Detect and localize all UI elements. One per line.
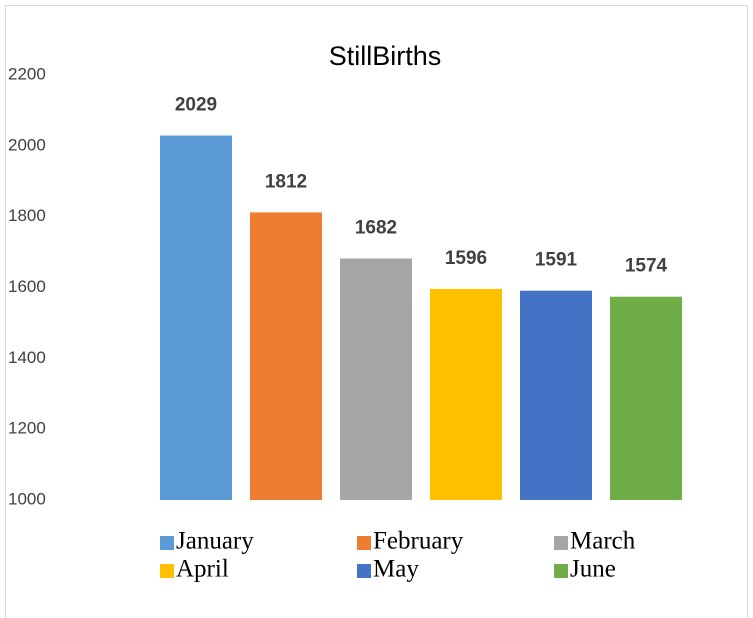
legend-label: January bbox=[176, 528, 254, 555]
bar bbox=[610, 296, 682, 500]
legend-label: May bbox=[373, 556, 419, 583]
y-tick-label: 1800 bbox=[8, 206, 46, 225]
legend-swatch bbox=[554, 564, 568, 578]
y-tick-label: 1600 bbox=[8, 277, 46, 296]
legend-label: March bbox=[570, 528, 636, 555]
legend-label: June bbox=[570, 556, 616, 583]
y-tick-label: 2000 bbox=[8, 135, 46, 154]
bar bbox=[430, 288, 502, 500]
value-label: 1591 bbox=[535, 250, 578, 271]
legend-swatch bbox=[357, 564, 371, 578]
bar bbox=[250, 212, 322, 500]
y-tick-label: 1400 bbox=[8, 348, 46, 367]
y-tick-label: 1200 bbox=[8, 419, 46, 438]
legend-swatch bbox=[357, 536, 371, 550]
legend-swatch bbox=[160, 536, 174, 550]
legend-swatch bbox=[554, 536, 568, 550]
bar bbox=[160, 135, 232, 500]
y-tick-label: 2200 bbox=[8, 64, 46, 83]
chart-title: StillBirths bbox=[329, 41, 442, 71]
y-tick-label: 1000 bbox=[8, 489, 46, 508]
legend-label: February bbox=[373, 528, 464, 555]
bar bbox=[520, 290, 592, 500]
value-label: 1596 bbox=[445, 248, 487, 269]
value-label: 1574 bbox=[625, 256, 668, 277]
value-label: 1682 bbox=[355, 217, 397, 238]
legend-swatch bbox=[160, 564, 174, 578]
chart-border bbox=[5, 5, 748, 618]
value-label: 2029 bbox=[175, 95, 217, 116]
bar bbox=[340, 258, 412, 500]
value-label: 1812 bbox=[265, 171, 307, 192]
legend-label: April bbox=[176, 556, 229, 583]
